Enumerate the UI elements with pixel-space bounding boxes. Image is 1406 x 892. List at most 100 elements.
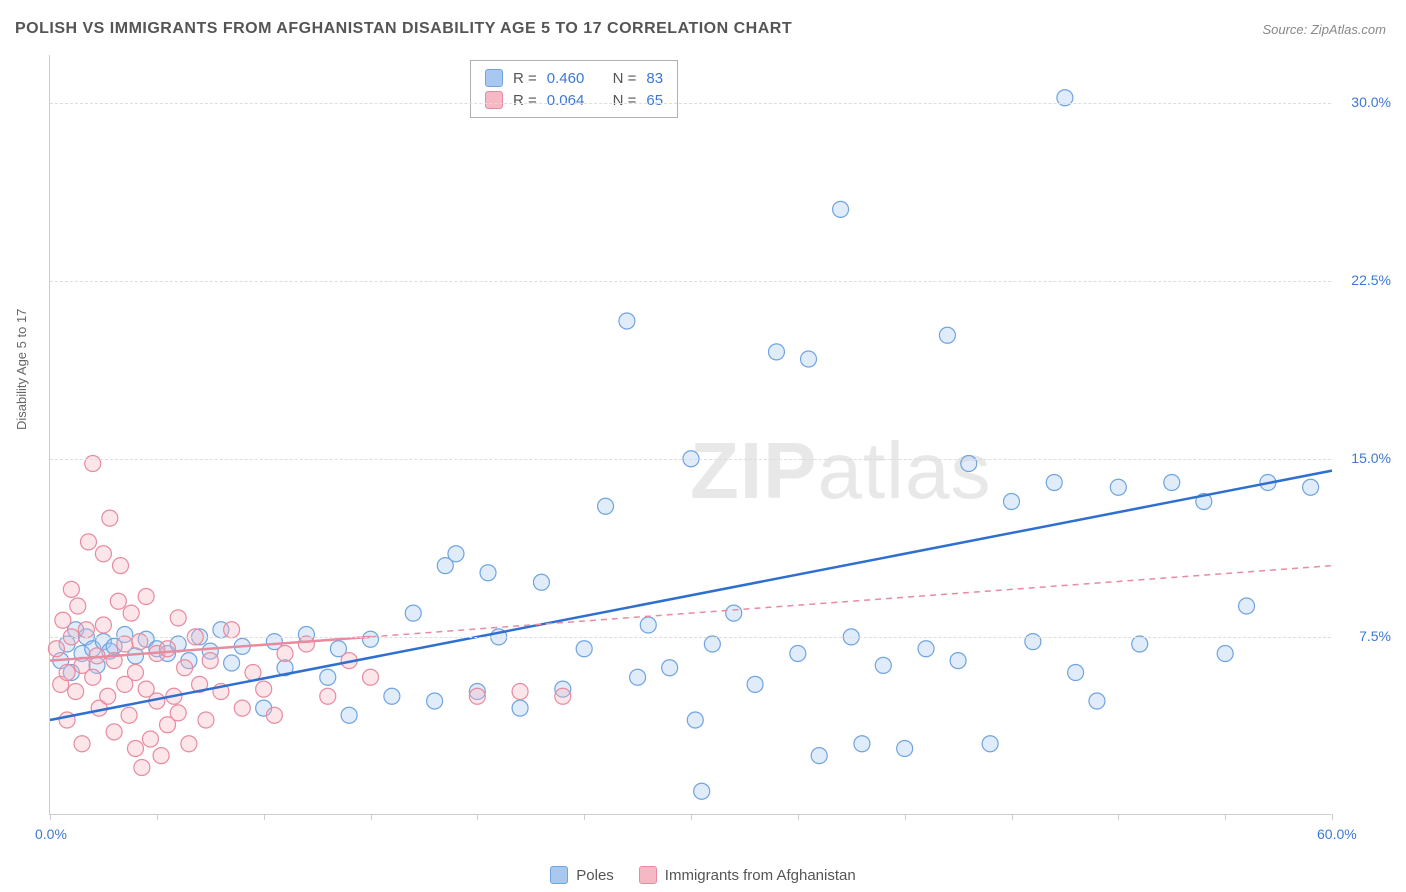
legend-swatch-poles — [550, 866, 568, 884]
scatter-point — [768, 344, 784, 360]
scatter-point — [640, 617, 656, 633]
chart-plot-area: ZIPatlas R = 0.460 N = 83 R = 0.064 N = … — [49, 55, 1331, 815]
n-label: N = — [613, 70, 637, 87]
y-axis-label: Disability Age 5 to 17 — [14, 309, 29, 430]
scatter-point — [875, 657, 891, 673]
scatter-point — [123, 605, 139, 621]
n-value-afghan: 65 — [646, 92, 663, 109]
legend-label-poles: Poles — [576, 867, 614, 884]
legend-label-afghan: Immigrants from Afghanistan — [665, 867, 856, 884]
scatter-point — [469, 688, 485, 704]
scatter-point — [256, 681, 272, 697]
scatter-point — [1217, 646, 1233, 662]
scatter-point — [1110, 479, 1126, 495]
scatter-point — [177, 660, 193, 676]
scatter-point — [80, 534, 96, 550]
scatter-point — [320, 688, 336, 704]
r-label: R = — [513, 70, 537, 87]
scatter-point — [1046, 475, 1062, 491]
x-tick-label: 0.0% — [35, 826, 67, 842]
scatter-point — [341, 707, 357, 723]
scatter-point — [202, 653, 218, 669]
scatter-point — [68, 684, 84, 700]
scatter-point — [70, 598, 86, 614]
scatter-point — [939, 327, 955, 343]
n-value-poles: 83 — [646, 70, 663, 87]
scatter-point — [1239, 598, 1255, 614]
scatter-point — [110, 593, 126, 609]
scatter-point — [801, 351, 817, 367]
scatter-point — [1004, 494, 1020, 510]
scatter-point — [277, 646, 293, 662]
y-tick-label: 7.5% — [1359, 628, 1391, 644]
scatter-point — [576, 641, 592, 657]
scatter-point — [298, 636, 314, 652]
scatter-point — [598, 498, 614, 514]
scatter-point — [662, 660, 678, 676]
scatter-svg — [50, 55, 1331, 814]
scatter-point — [85, 669, 101, 685]
scatter-point — [694, 783, 710, 799]
scatter-point — [170, 610, 186, 626]
scatter-point — [63, 581, 79, 597]
scatter-point — [100, 688, 116, 704]
scatter-point — [234, 700, 250, 716]
swatch-poles — [485, 69, 503, 87]
r-value-afghan: 0.064 — [547, 92, 585, 109]
scatter-point — [153, 748, 169, 764]
scatter-point — [117, 636, 133, 652]
scatter-point — [480, 565, 496, 581]
swatch-afghan — [485, 91, 503, 109]
scatter-point — [198, 712, 214, 728]
legend-item-poles: Poles — [550, 866, 614, 884]
stats-row-afghan: R = 0.064 N = 65 — [485, 89, 663, 111]
scatter-point — [747, 676, 763, 692]
scatter-point — [1132, 636, 1148, 652]
scatter-point — [59, 665, 75, 681]
scatter-point — [127, 741, 143, 757]
scatter-point — [950, 653, 966, 669]
scatter-point — [1164, 475, 1180, 491]
scatter-point — [512, 684, 528, 700]
scatter-point — [363, 669, 379, 685]
scatter-point — [384, 688, 400, 704]
scatter-point — [555, 688, 571, 704]
scatter-point — [619, 313, 635, 329]
stats-row-poles: R = 0.460 N = 83 — [485, 67, 663, 89]
scatter-point — [833, 201, 849, 217]
trend-line — [50, 471, 1332, 720]
legend-item-afghan: Immigrants from Afghanistan — [639, 866, 856, 884]
scatter-point — [1068, 665, 1084, 681]
scatter-point — [1089, 693, 1105, 709]
r-value-poles: 0.460 — [547, 70, 585, 87]
scatter-point — [854, 736, 870, 752]
scatter-point — [78, 622, 94, 638]
source-attribution: Source: ZipAtlas.com — [1262, 22, 1386, 37]
scatter-point — [245, 665, 261, 681]
scatter-point — [320, 669, 336, 685]
scatter-point — [95, 617, 111, 633]
source-name: ZipAtlas.com — [1311, 22, 1386, 37]
scatter-point — [363, 631, 379, 647]
scatter-point — [138, 589, 154, 605]
stats-legend-box: R = 0.460 N = 83 R = 0.064 N = 65 — [470, 60, 678, 118]
scatter-point — [533, 574, 549, 590]
scatter-point — [134, 760, 150, 776]
scatter-point — [1303, 479, 1319, 495]
scatter-point — [897, 741, 913, 757]
scatter-point — [74, 736, 90, 752]
n-label: N = — [613, 92, 637, 109]
r-label: R = — [513, 92, 537, 109]
scatter-point — [48, 641, 64, 657]
scatter-point — [405, 605, 421, 621]
legend-bottom: Poles Immigrants from Afghanistan — [0, 866, 1406, 884]
scatter-point — [704, 636, 720, 652]
scatter-point — [726, 605, 742, 621]
scatter-point — [102, 510, 118, 526]
scatter-point — [160, 641, 176, 657]
x-tick-label: 60.0% — [1317, 826, 1357, 842]
scatter-point — [790, 646, 806, 662]
scatter-point — [811, 748, 827, 764]
chart-title: POLISH VS IMMIGRANTS FROM AFGHANISTAN DI… — [15, 20, 792, 38]
scatter-point — [982, 736, 998, 752]
